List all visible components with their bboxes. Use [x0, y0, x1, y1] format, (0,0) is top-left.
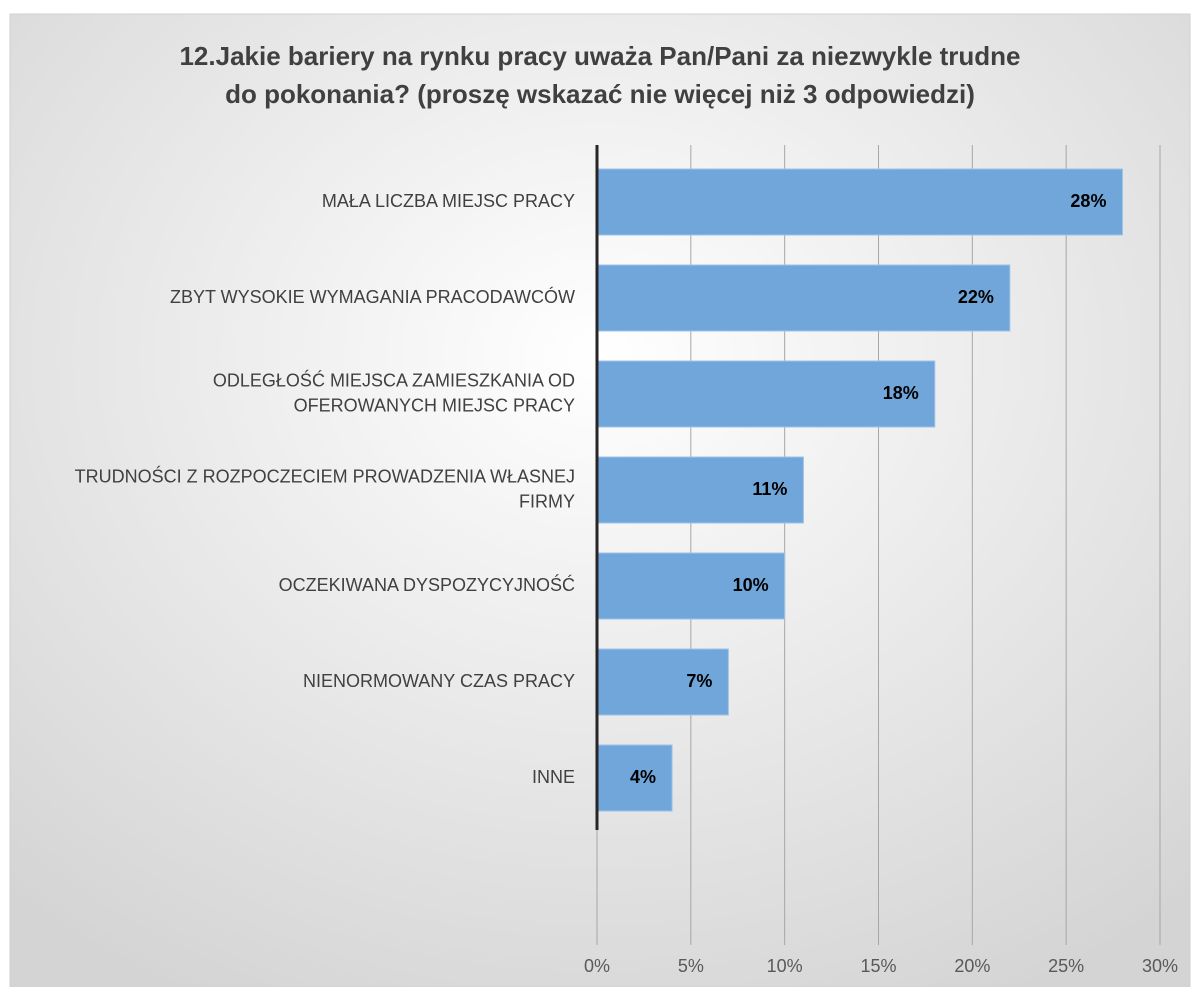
- bar: [596, 264, 1011, 332]
- value-label: 4%: [630, 767, 656, 787]
- bar: [596, 360, 936, 428]
- x-tick-label: 15%: [860, 956, 896, 976]
- bar: [596, 744, 673, 812]
- value-label: 18%: [883, 383, 919, 403]
- y-tick-label: ZBYT WYSOKIE WYMAGANIA PRACODAWCÓW: [170, 286, 575, 307]
- y-tick-label: INNE: [532, 767, 575, 787]
- bar: [596, 648, 729, 716]
- y-tick-label: TRUDNOŚCI Z ROZPOCZECIEM PROWADZENIA WŁA…: [75, 465, 575, 511]
- value-label: 10%: [733, 575, 769, 595]
- bar: [596, 456, 804, 524]
- value-label: 7%: [686, 671, 712, 691]
- y-tick-label: MAŁA LICZBA MIEJSC PRACY: [322, 191, 575, 211]
- value-label: 28%: [1070, 191, 1106, 211]
- bar: [596, 168, 1123, 236]
- x-tick-label: 10%: [767, 956, 803, 976]
- x-tick-label: 5%: [678, 956, 704, 976]
- x-tick-label: 30%: [1142, 956, 1178, 976]
- y-tick-label: NIENORMOWANY CZAS PRACY: [303, 671, 575, 691]
- chart-title: 12.Jakie bariery na rynku pracy uważa Pa…: [179, 41, 1020, 109]
- x-tick-label: 0%: [584, 956, 610, 976]
- value-label: 11%: [752, 479, 787, 499]
- y-tick-label: OCZEKIWANA DYSPOZYCYJNOŚĆ: [279, 574, 575, 595]
- bar: [596, 552, 786, 620]
- value-label: 22%: [958, 287, 994, 307]
- y-tick-label: ODLEGŁOŚĆ MIEJSCA ZAMIESZKANIA OD OFEROWA…: [213, 369, 575, 415]
- x-tick-label: 25%: [1048, 956, 1084, 976]
- x-tick-label: 20%: [954, 956, 990, 976]
